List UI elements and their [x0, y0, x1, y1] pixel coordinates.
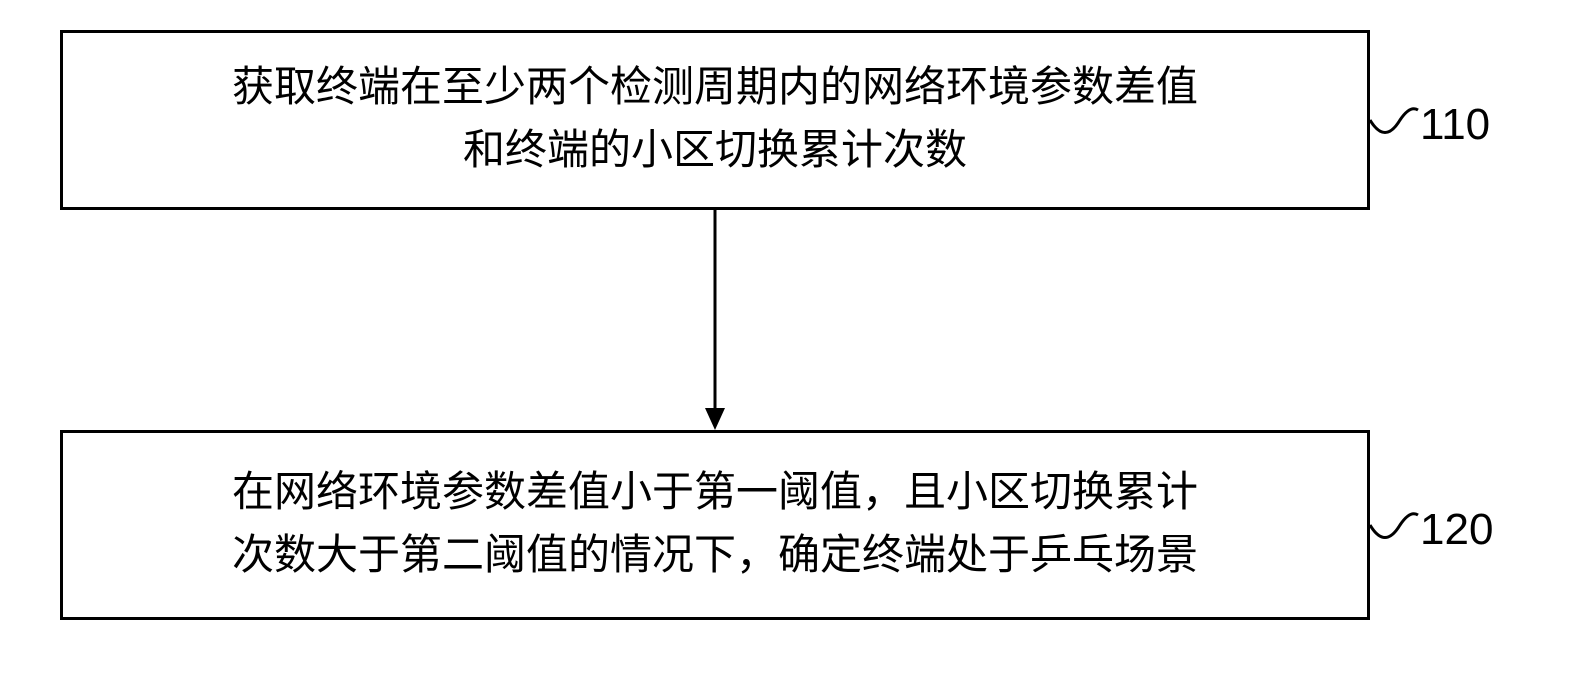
label-curve-120 [1370, 505, 1420, 555]
node-120-text: 在网络环境参数差值小于第一阈值，且小区切换累计 次数大于第二阈值的情况下，确定终… [232, 462, 1198, 588]
node-120-label: 120 [1420, 505, 1493, 555]
flowchart-node-120: 在网络环境参数差值小于第一阈值，且小区切换累计 次数大于第二阈值的情况下，确定终… [60, 430, 1370, 620]
flowchart-container: 获取终端在至少两个检测周期内的网络环境参数差值 和终端的小区切换累计次数 110… [0, 0, 1589, 678]
node-110-text: 获取终端在至少两个检测周期内的网络环境参数差值 和终端的小区切换累计次数 [232, 57, 1198, 183]
flowchart-node-110: 获取终端在至少两个检测周期内的网络环境参数差值 和终端的小区切换累计次数 [60, 30, 1370, 210]
label-curve-110 [1370, 100, 1420, 150]
node-110-label: 110 [1420, 100, 1490, 150]
flowchart-arrow-110-120 [700, 210, 730, 430]
